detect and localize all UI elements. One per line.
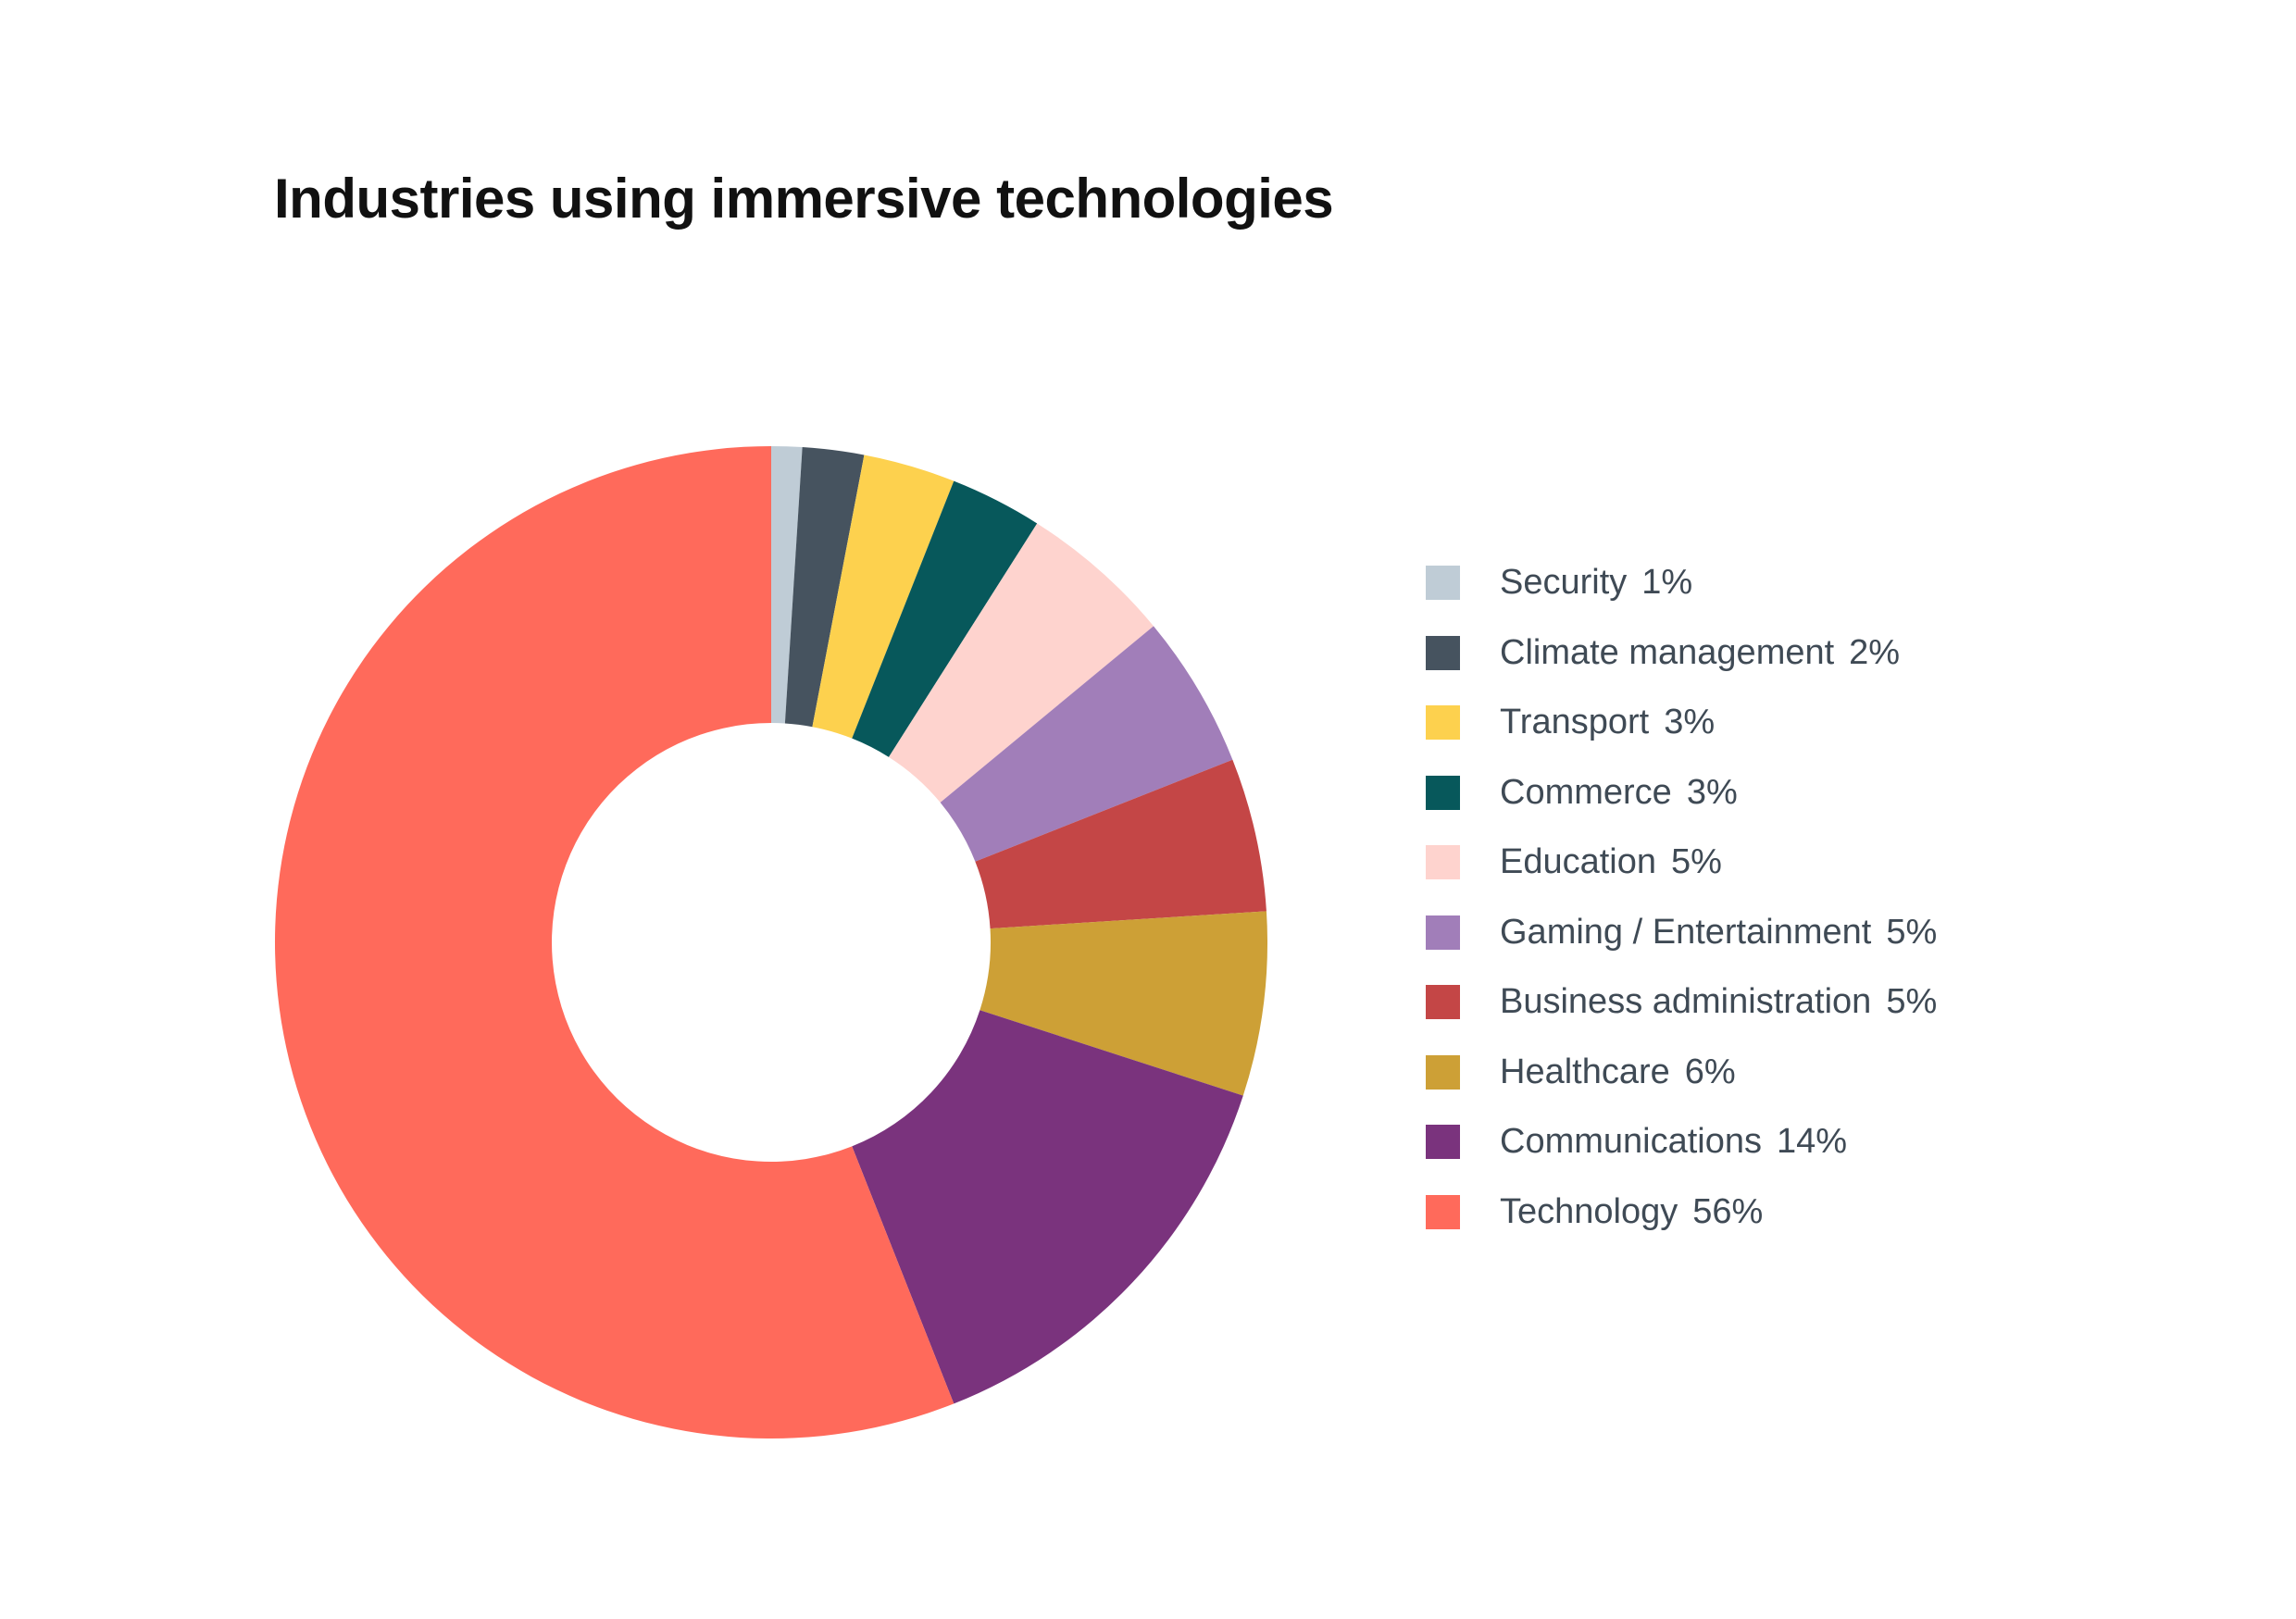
legend-value: 14% [1777, 1122, 1848, 1162]
legend-item-business-administration: Business administration 5% [1426, 967, 1937, 1038]
legend-label: Education [1500, 842, 1657, 882]
legend-value: 6% [1684, 1052, 1736, 1091]
legend-item-healthcare: Healthcare 6% [1426, 1038, 1937, 1108]
donut-slice-climate-management [784, 447, 865, 728]
donut-slices [274, 446, 1267, 1438]
legend-item-gaming-entertainment: Gaming / Entertainment 5% [1426, 898, 1937, 968]
donut-slice-security [771, 446, 803, 724]
legend-item-climate-management: Climate management 2% [1426, 618, 1937, 689]
legend-label: Gaming / Entertainment [1500, 912, 1872, 952]
legend-label: Commerce [1500, 772, 1672, 812]
legend-item-communications: Communications 14% [1426, 1107, 1937, 1177]
chart-legend: Security 1% Climate management 2% Transport 3… [1426, 548, 1937, 1247]
legend-label: Healthcare [1500, 1052, 1670, 1091]
chart-title: Industries using immersive technologies [274, 168, 1334, 230]
legend-swatch [1426, 705, 1460, 741]
legend-swatch [1426, 915, 1460, 950]
legend-label: Transport [1500, 703, 1650, 742]
legend-value: 2% [1849, 632, 1901, 672]
donut-slice-commerce [852, 480, 1038, 757]
legend-item-transport: Transport 3% [1426, 688, 1937, 758]
donut-slice-healthcare [980, 911, 1267, 1096]
donut-slice-transport [812, 455, 955, 739]
legend-label: Business administration [1500, 982, 1872, 1022]
legend-swatch [1426, 985, 1460, 1020]
legend-item-security: Security 1% [1426, 548, 1937, 618]
donut-slice-technology [274, 446, 955, 1438]
legend-swatch [1426, 845, 1460, 880]
legend-swatch [1426, 1125, 1460, 1160]
legend-label: Climate management [1500, 632, 1835, 672]
donut-slice-communications [852, 1010, 1243, 1404]
legend-swatch [1426, 635, 1460, 670]
legend-value: 3% [1664, 703, 1716, 742]
legend-value: 1% [1641, 563, 1693, 603]
legend-item-education: Education 5% [1426, 828, 1937, 898]
donut-slice-education [888, 523, 1154, 803]
legend-label: Communications [1500, 1122, 1762, 1162]
legend-value: 5% [1886, 912, 1938, 952]
donut-slice-business-administration [975, 759, 1267, 929]
legend-value: 5% [1886, 982, 1938, 1022]
donut-slice-gaming-entertainment [940, 626, 1233, 862]
legend-swatch [1426, 566, 1460, 601]
legend-value: 5% [1671, 842, 1722, 882]
legend-item-technology: Technology 56% [1426, 1177, 1937, 1248]
legend-item-commerce: Commerce 3% [1426, 758, 1937, 828]
legend-value: 56% [1692, 1191, 1764, 1231]
legend-swatch [1426, 775, 1460, 810]
legend-value: 3% [1686, 772, 1738, 812]
legend-swatch [1426, 1054, 1460, 1090]
legend-label: Security [1500, 563, 1628, 603]
legend-label: Technology [1500, 1191, 1678, 1231]
legend-swatch [1426, 1194, 1460, 1229]
